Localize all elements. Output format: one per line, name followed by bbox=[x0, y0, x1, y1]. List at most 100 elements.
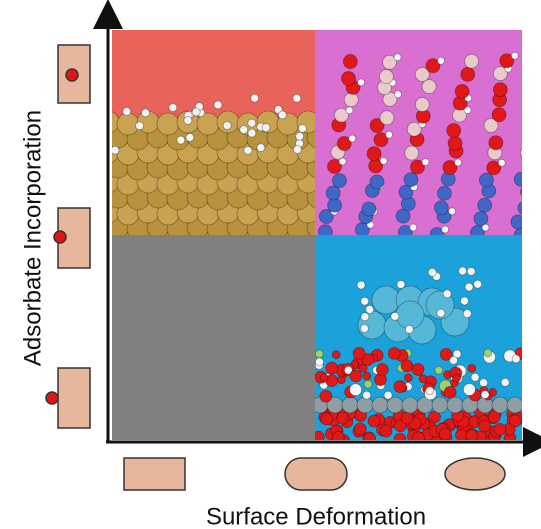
atom bbox=[450, 356, 458, 364]
atom bbox=[531, 94, 541, 108]
atom bbox=[402, 397, 418, 413]
atom bbox=[186, 133, 194, 141]
atom bbox=[357, 281, 365, 289]
atom bbox=[434, 201, 448, 215]
atom bbox=[136, 122, 144, 130]
atom bbox=[498, 159, 505, 166]
atom bbox=[357, 397, 373, 413]
atom bbox=[363, 391, 371, 399]
atom bbox=[480, 379, 488, 387]
atom bbox=[404, 173, 418, 187]
atom bbox=[360, 324, 368, 332]
atom bbox=[262, 124, 270, 132]
atom bbox=[386, 131, 393, 138]
atom bbox=[448, 136, 462, 150]
atom bbox=[353, 347, 365, 359]
atom bbox=[358, 79, 365, 86]
atom bbox=[449, 208, 456, 215]
atom bbox=[537, 106, 541, 113]
atom bbox=[447, 397, 463, 413]
atom bbox=[520, 146, 534, 160]
icon-ellipse bbox=[445, 458, 505, 490]
atom bbox=[489, 136, 503, 150]
atom bbox=[251, 94, 259, 102]
atom bbox=[321, 413, 333, 425]
atom bbox=[394, 91, 401, 98]
atom bbox=[526, 226, 533, 233]
atom bbox=[535, 158, 541, 165]
atom bbox=[468, 364, 476, 372]
atom bbox=[142, 109, 150, 117]
atom bbox=[428, 268, 436, 276]
atom bbox=[394, 381, 406, 393]
atom bbox=[214, 101, 222, 109]
atom bbox=[391, 312, 399, 320]
atom bbox=[396, 209, 410, 223]
atom bbox=[372, 397, 388, 413]
atom bbox=[532, 183, 539, 190]
atom bbox=[157, 113, 179, 135]
atom bbox=[453, 374, 461, 382]
atom bbox=[315, 350, 323, 358]
atom bbox=[326, 362, 338, 374]
atom bbox=[461, 67, 475, 81]
atom bbox=[467, 267, 475, 275]
atom bbox=[455, 84, 469, 98]
icon-flat bbox=[124, 458, 185, 490]
atom bbox=[466, 430, 478, 442]
atom bbox=[437, 186, 451, 200]
atom bbox=[492, 397, 508, 413]
atom bbox=[293, 94, 301, 102]
atom bbox=[478, 198, 492, 212]
atom bbox=[396, 301, 424, 329]
atom bbox=[337, 412, 349, 424]
atom bbox=[527, 123, 541, 137]
atom bbox=[437, 57, 444, 64]
page: {"axes": {"y_label": "Adsorbate Incorpor… bbox=[0, 0, 541, 529]
atom bbox=[326, 186, 340, 200]
atom bbox=[459, 267, 467, 275]
atom bbox=[123, 107, 131, 115]
atom bbox=[520, 185, 534, 199]
atom bbox=[387, 397, 403, 413]
atom bbox=[328, 198, 342, 212]
atom bbox=[410, 224, 417, 231]
atom bbox=[380, 425, 392, 437]
atom bbox=[463, 384, 475, 396]
atom bbox=[346, 107, 353, 114]
atom bbox=[278, 111, 286, 119]
atom bbox=[244, 146, 252, 154]
atom bbox=[367, 147, 381, 161]
atom bbox=[463, 310, 471, 318]
atom bbox=[380, 157, 387, 164]
icon-adsorbate bbox=[66, 69, 78, 81]
x-axis-label: Surface Deformation bbox=[206, 503, 426, 529]
atom bbox=[320, 374, 328, 382]
atom bbox=[342, 397, 358, 413]
icon-surface bbox=[58, 368, 90, 428]
atom bbox=[354, 423, 366, 435]
atom bbox=[526, 171, 533, 178]
atom bbox=[465, 54, 479, 68]
atom bbox=[223, 122, 231, 130]
atom bbox=[501, 378, 509, 386]
atom bbox=[435, 366, 443, 374]
atom bbox=[512, 355, 520, 363]
structure-top-left bbox=[97, 94, 329, 255]
atom bbox=[536, 85, 541, 99]
atom bbox=[437, 309, 445, 317]
atom bbox=[350, 384, 362, 396]
atom bbox=[332, 351, 340, 359]
atom bbox=[509, 415, 521, 427]
atom bbox=[370, 175, 384, 189]
atom bbox=[444, 386, 456, 398]
atom bbox=[511, 215, 525, 229]
atom bbox=[397, 280, 405, 288]
atom bbox=[169, 104, 177, 112]
atom bbox=[474, 212, 488, 226]
atom bbox=[376, 364, 388, 376]
icon-adsorbate bbox=[54, 231, 66, 243]
y-axis-label: Adsorbate Incorporation bbox=[19, 110, 46, 366]
atom bbox=[405, 146, 419, 160]
atom bbox=[511, 52, 518, 59]
